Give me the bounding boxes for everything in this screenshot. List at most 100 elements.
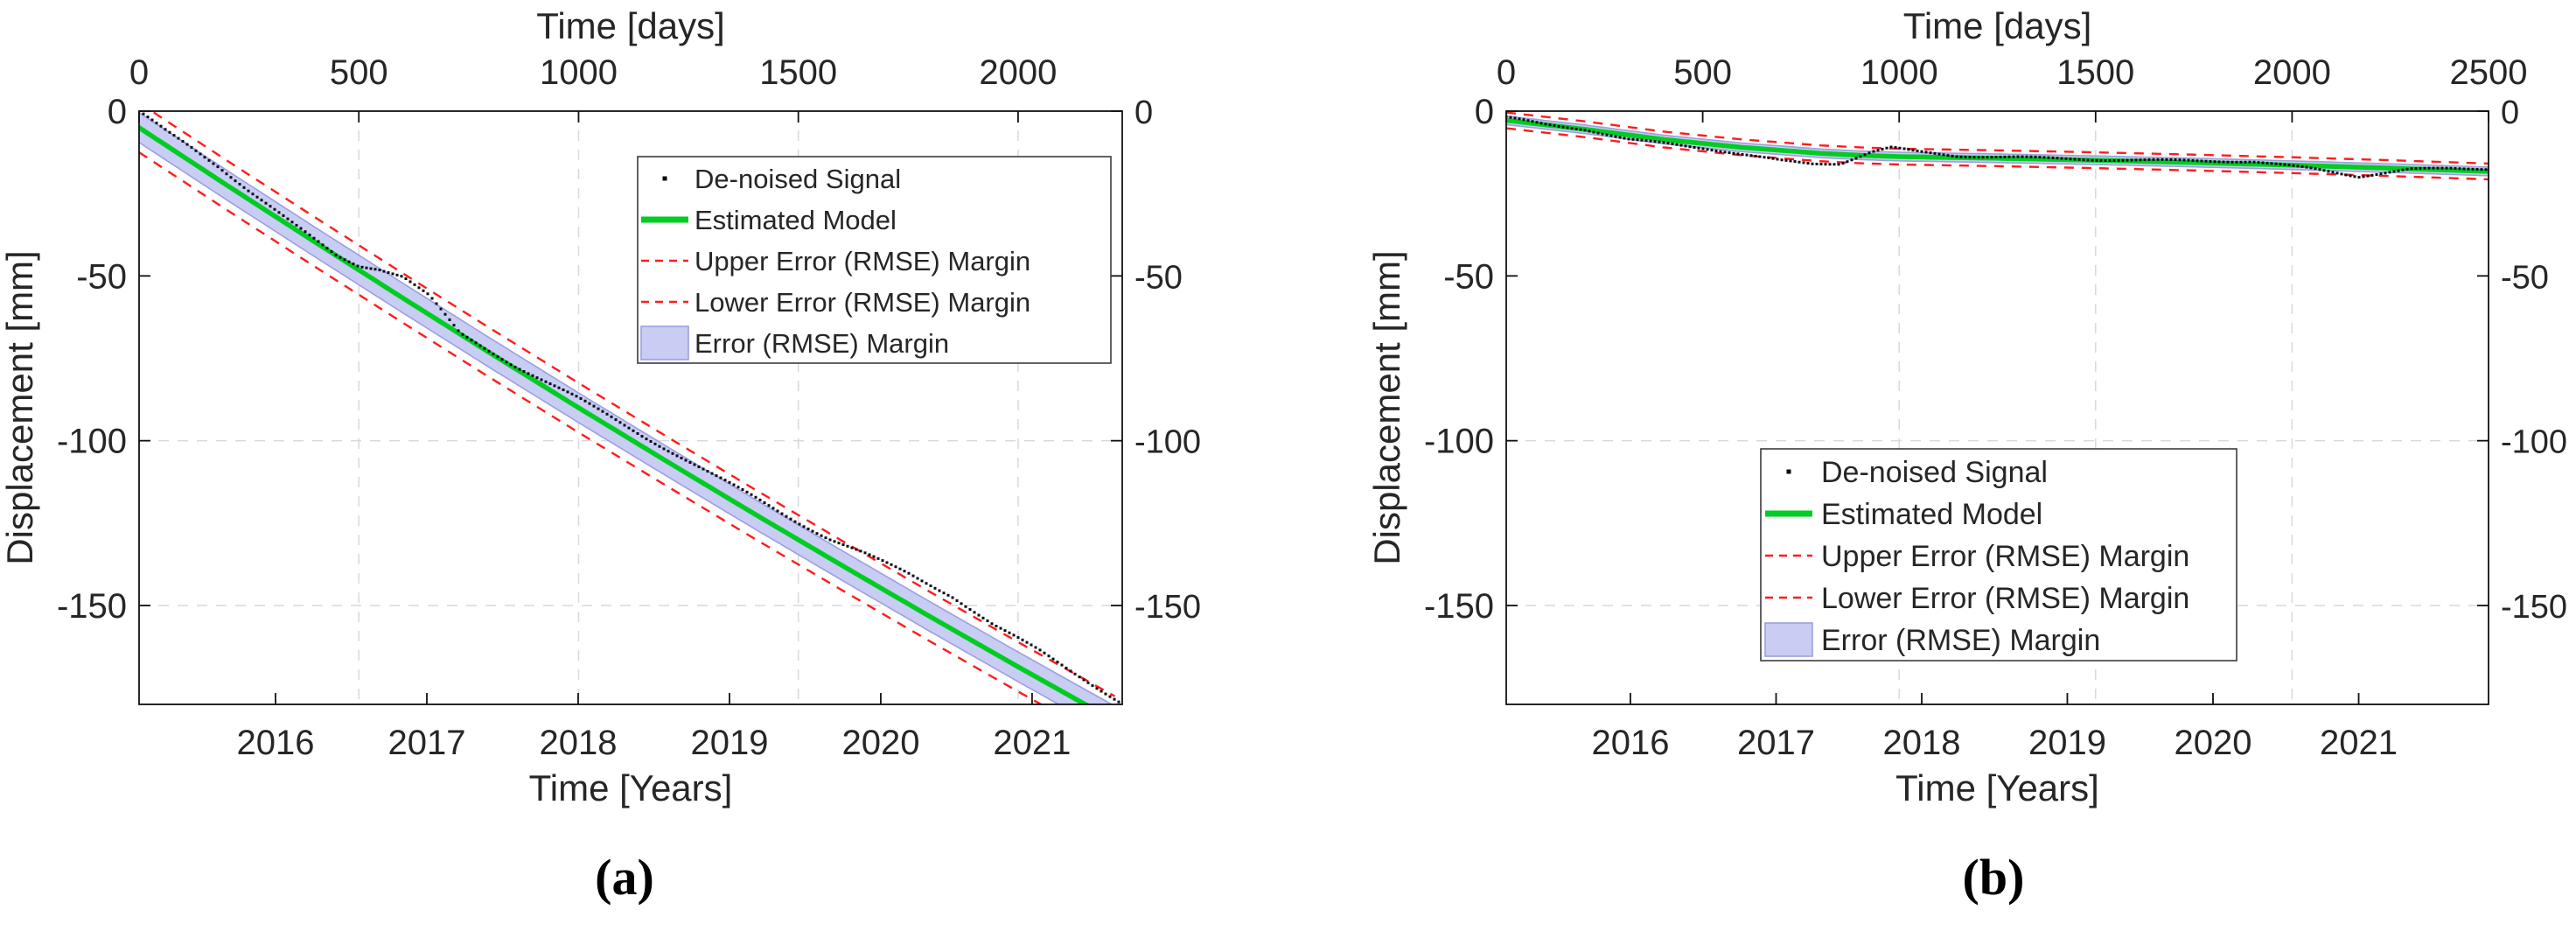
signal-dot <box>1924 150 1928 154</box>
signal-dot <box>2007 155 2011 158</box>
signal-dot <box>2414 167 2418 171</box>
signal-dot <box>671 452 674 455</box>
signal-dot <box>146 116 150 119</box>
signal-dot <box>1981 156 1985 159</box>
signal-dot <box>2445 166 2448 170</box>
signal-dot <box>1069 669 1072 673</box>
signal-dot <box>2375 173 2378 177</box>
signal-dot <box>1016 636 1020 640</box>
signal-dot <box>2379 172 2383 176</box>
signal-dot <box>938 589 941 592</box>
signal-dot <box>225 172 228 176</box>
signal-dot <box>715 474 718 478</box>
legend-item-label: Error (RMSE) Margin <box>1821 624 2100 657</box>
signal-dot <box>2296 164 2300 168</box>
signal-dot <box>1675 143 1679 146</box>
top-axis-title: Time [days] <box>1903 5 2092 46</box>
signal-dot <box>483 346 486 350</box>
top-axis-tick-label: 0 <box>129 53 149 92</box>
signal-dot <box>1570 127 1574 130</box>
signal-dot <box>1706 148 1709 151</box>
signal-dot <box>837 542 841 545</box>
signal-dot <box>1631 137 1635 141</box>
signal-dot <box>1531 120 1534 123</box>
signal-dot <box>2104 158 2107 162</box>
signal-dot <box>2178 158 2182 162</box>
signal-dot <box>2287 164 2291 167</box>
signal-dot <box>2432 166 2435 170</box>
signal-dot <box>422 289 425 292</box>
signal-dot <box>185 143 189 146</box>
signal-dot <box>680 456 683 459</box>
signal-dot <box>1509 116 1512 119</box>
signal-dot <box>1841 162 1845 165</box>
signal-dot <box>806 527 810 530</box>
signal-dot <box>2209 159 2212 163</box>
signal-dot <box>632 429 635 432</box>
signal-dot <box>1644 139 1648 143</box>
bottom-axis-tick-label: 2018 <box>1883 724 1961 762</box>
signal-dot <box>1876 149 1880 152</box>
signal-dot <box>2034 155 2037 158</box>
signal-dot <box>999 626 1002 630</box>
signal-dot <box>251 192 255 196</box>
signal-dot <box>150 118 154 122</box>
signal-dot <box>2200 159 2203 163</box>
signal-dot <box>1749 154 1753 158</box>
signal-dot <box>2436 166 2440 170</box>
bottom-axis-tick-label: 2020 <box>2175 724 2252 762</box>
signal-dot <box>2244 160 2247 164</box>
signal-dot <box>763 501 766 505</box>
left-axis-tick-label: -50 <box>76 257 127 296</box>
signal-dot <box>1592 130 1595 134</box>
legend-item-label: Upper Error (RMSE) Margin <box>695 246 1030 276</box>
signal-dot <box>767 504 771 508</box>
signal-dot <box>2405 167 2409 171</box>
signal-dot <box>470 339 473 342</box>
signal-dot <box>1100 690 1103 693</box>
signal-dot <box>557 386 561 389</box>
signal-dot <box>2449 166 2453 170</box>
signal-dot <box>356 264 360 268</box>
signal-dot <box>802 525 806 528</box>
signal-dot <box>1065 666 1068 669</box>
signal-dot <box>1605 133 1609 136</box>
signal-dot <box>2270 162 2273 165</box>
signal-dot <box>2292 164 2295 167</box>
signal-dot <box>684 458 688 462</box>
signal-dot <box>317 240 320 243</box>
signal-dot <box>1557 124 1560 128</box>
signal-dot <box>1758 155 1762 158</box>
signal-dot <box>1859 155 1862 158</box>
signal-dot <box>535 376 539 380</box>
signal-dot <box>2300 164 2304 168</box>
signal-dot <box>1902 147 1906 150</box>
signal-dot <box>697 466 701 469</box>
signal-dot <box>369 267 373 270</box>
signal-dot <box>2475 168 2479 172</box>
signal-dot <box>745 490 749 494</box>
signal-dot <box>1518 117 1521 121</box>
signal-dot <box>2042 156 2046 159</box>
subfigure-caption-a: (a) <box>595 849 654 906</box>
signal-dot <box>242 186 246 189</box>
signal-dot <box>247 189 250 192</box>
signal-dot <box>2191 158 2195 162</box>
top-axis-tick-label: 500 <box>1673 53 1732 92</box>
signal-dot <box>758 498 762 501</box>
signal-dot <box>1824 163 1827 166</box>
signal-dot <box>2143 158 2147 162</box>
signal-dot <box>548 382 552 386</box>
signal-dot <box>1609 134 1613 137</box>
signal-dot <box>2440 166 2444 170</box>
signal-dot <box>1942 153 1945 157</box>
signal-dot <box>2056 157 2059 160</box>
signal-dot <box>457 329 460 332</box>
signal-dot <box>2012 155 2015 158</box>
signal-dot <box>907 571 911 575</box>
signal-dot <box>732 483 736 486</box>
signal-dot <box>1710 149 1714 152</box>
signal-dot <box>1051 657 1055 661</box>
signal-dot <box>2165 158 2168 161</box>
signal-dot <box>820 534 823 537</box>
